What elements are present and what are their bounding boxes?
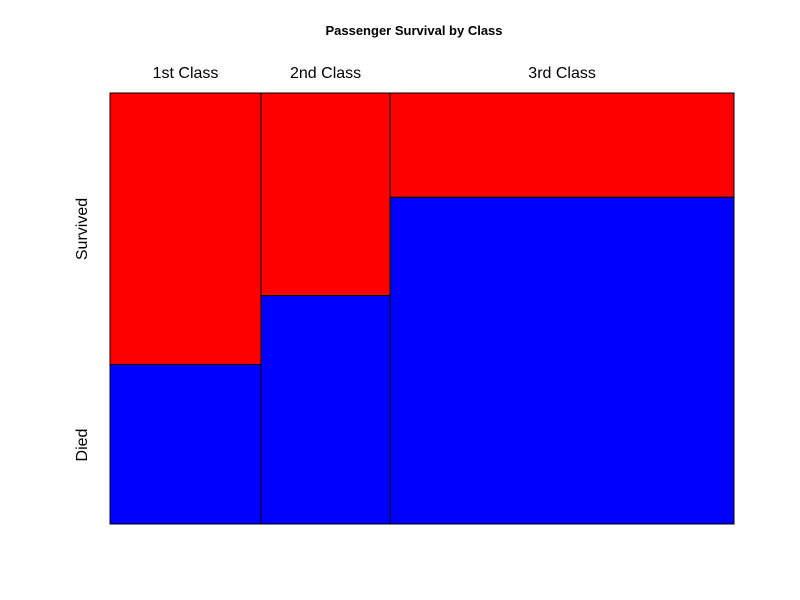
category-label: 1st Class	[153, 65, 219, 82]
cell-died-2	[260, 295, 391, 525]
cell-survived-2	[260, 92, 391, 297]
cell-died-1	[109, 364, 262, 525]
category-label: 2nd Class	[290, 65, 361, 82]
mosaic-cells	[109, 92, 735, 525]
plot-border	[109, 92, 735, 525]
cell-died-3	[389, 196, 735, 525]
cell-survived-1	[109, 92, 262, 366]
cell-survived-3	[389, 92, 735, 198]
row-label-died: Died	[74, 429, 91, 462]
row-labels: Survived Died	[74, 198, 91, 462]
row-label-survived: Survived	[74, 198, 91, 260]
category-label: 3rd Class	[528, 65, 596, 82]
chart-title: Passenger Survival by Class	[325, 23, 502, 38]
category-labels: 1st Class 2nd Class 3rd Class	[153, 65, 596, 82]
